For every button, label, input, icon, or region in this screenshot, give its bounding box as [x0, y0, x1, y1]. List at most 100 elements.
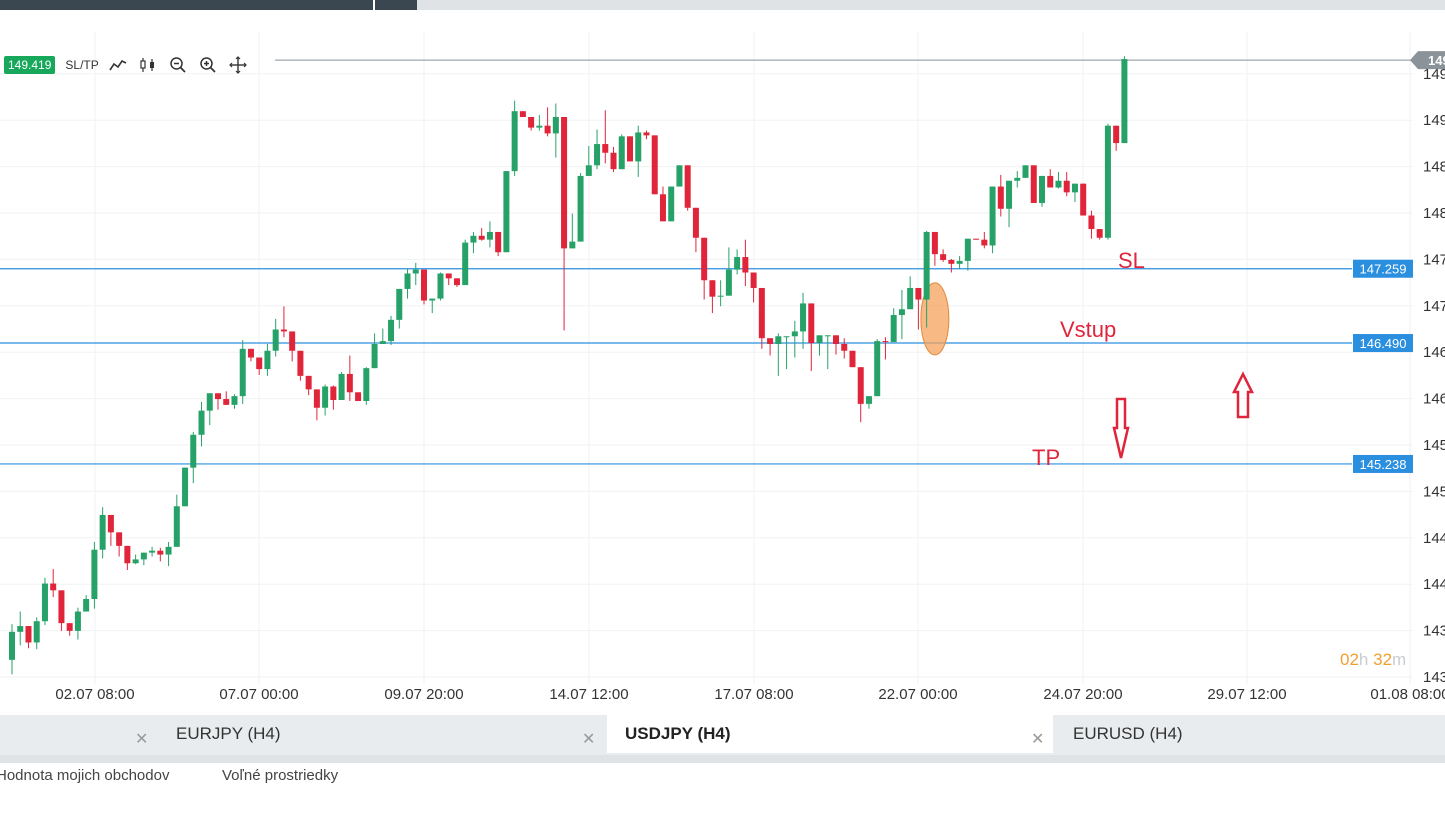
y-tick-label: 148 [1423, 159, 1445, 176]
candle [964, 238, 971, 271]
candle [544, 107, 551, 137]
candle-body [363, 368, 370, 401]
candle-body [610, 152, 617, 170]
level-label: 147.259 [1360, 262, 1407, 277]
tab-eurusd[interactable]: EURUSD (H4) [1055, 715, 1445, 753]
candle [643, 130, 650, 140]
candle-body [519, 111, 526, 118]
candle [503, 171, 510, 253]
zoom-out-icon[interactable] [167, 55, 189, 75]
candle-body [421, 269, 427, 301]
candle [585, 145, 592, 176]
candle [973, 238, 980, 240]
level-label-bg [1353, 259, 1413, 278]
line-chart-icon[interactable] [107, 55, 129, 75]
x-tick-label: 07.07 00:00 [219, 686, 298, 703]
candle [511, 100, 518, 176]
close-icon[interactable]: ✕ [1031, 731, 1045, 748]
sltp-button[interactable]: SL/TP [65, 58, 99, 72]
candle [388, 315, 395, 345]
candle [445, 273, 452, 286]
price-chart[interactable]: 02.07 08:00 07.07 00:00 09.07 20:00 14.07 1… [0, 0, 1445, 713]
tab-usdjpy[interactable]: USDJPY (H4) [607, 715, 1053, 753]
candle-body [256, 357, 263, 370]
candle [116, 532, 123, 557]
candle-body [684, 165, 691, 208]
candle [783, 336, 790, 370]
candle [882, 337, 889, 360]
tab-0[interactable] [0, 715, 155, 753]
candle-body [709, 280, 716, 297]
close-icon[interactable]: ✕ [135, 731, 149, 748]
candle-body [58, 590, 65, 624]
candle [33, 617, 40, 650]
candle-body [956, 260, 963, 264]
candle-body [1121, 59, 1128, 144]
candle [412, 262, 419, 286]
candle [1063, 172, 1070, 197]
candle-body [742, 257, 749, 273]
crosshair-icon[interactable] [227, 55, 249, 75]
candle-body [964, 238, 971, 261]
candle-body [470, 235, 477, 243]
candle [215, 393, 221, 410]
candle-body [41, 583, 48, 622]
current-price-marker-label: 149.419 [1428, 53, 1445, 68]
candle-body [1047, 175, 1054, 188]
candle [453, 278, 460, 288]
candle-body [981, 239, 988, 246]
candle-body [272, 329, 279, 351]
candle [107, 514, 114, 546]
close-icon[interactable]: ✕ [582, 731, 596, 748]
candle [1006, 180, 1013, 228]
candle-body [157, 550, 164, 555]
candle-body [355, 392, 362, 401]
free-funds-label: Voľné prostriedky [222, 767, 339, 784]
candle-body [231, 396, 238, 405]
y-tick-label: 145 [1423, 437, 1445, 454]
candle [330, 385, 337, 410]
candle [627, 136, 633, 162]
candle [462, 239, 469, 286]
candle [569, 213, 576, 249]
zoom-in-icon[interactable] [197, 55, 219, 75]
candle-body [618, 136, 625, 170]
up-arrow-icon [1231, 371, 1255, 419]
candle [561, 117, 568, 331]
candle-body [453, 278, 460, 286]
candle [313, 389, 320, 421]
sl-annotation: SL [1118, 248, 1145, 273]
candle-body [1104, 125, 1111, 238]
candle [956, 256, 963, 269]
candle [1088, 210, 1095, 239]
candle-body [1030, 165, 1037, 203]
candle [1113, 125, 1120, 151]
candle-body [50, 583, 57, 591]
candle-body [313, 389, 320, 408]
candle [808, 303, 815, 372]
candle-body [371, 343, 378, 369]
candle-body [775, 336, 782, 344]
candle-body [1022, 165, 1029, 178]
tab-eurjpy[interactable]: EURJPY (H4) [158, 715, 603, 753]
candle-body [651, 135, 658, 195]
candle-body [750, 272, 757, 288]
x-tick-label: 09.07 20:00 [384, 686, 463, 703]
candlestick-icon[interactable] [137, 55, 159, 75]
candle-body [511, 111, 518, 172]
candle [668, 186, 675, 222]
x-tick-label: 14.07 12:00 [549, 686, 628, 703]
y-tick-label: 147 [1423, 298, 1445, 315]
candle [659, 186, 666, 222]
candle-body [528, 117, 535, 128]
timer-hours-unit: h [1358, 650, 1369, 669]
candle-body [173, 506, 180, 547]
y-tick-label: 146 [1423, 391, 1445, 408]
candle [190, 431, 197, 484]
candle-body [437, 273, 444, 299]
candle-body [99, 514, 106, 550]
candle-body [462, 242, 469, 286]
candle [948, 258, 955, 273]
candle [272, 318, 279, 357]
candle [676, 165, 683, 187]
